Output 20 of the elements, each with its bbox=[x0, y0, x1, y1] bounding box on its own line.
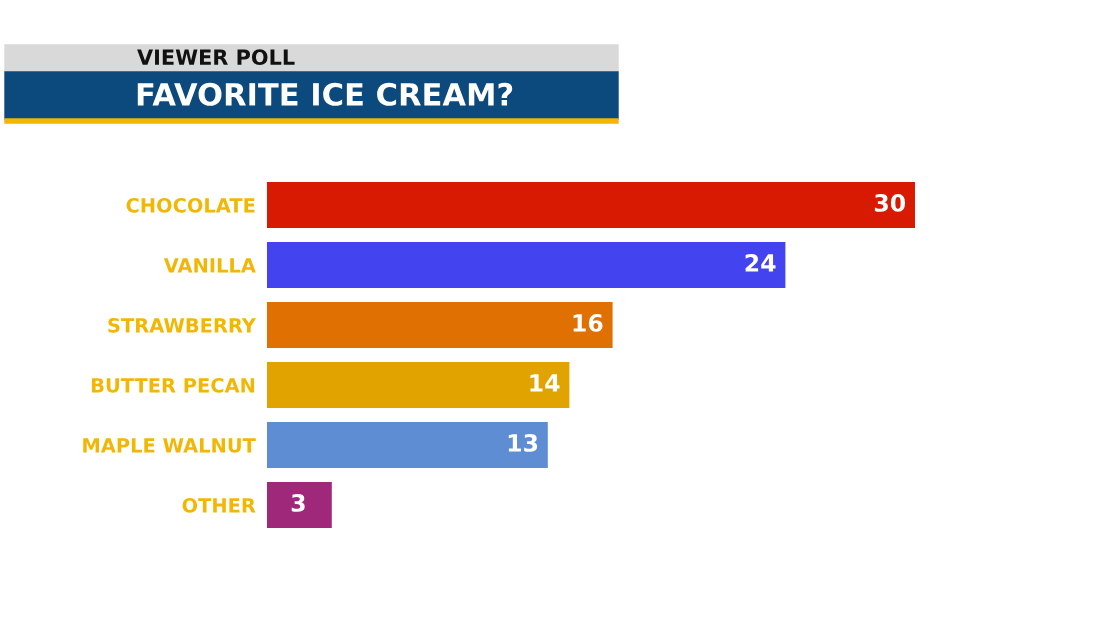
bar bbox=[267, 361, 570, 409]
y-tick-label: BUTTER PECAN bbox=[91, 377, 255, 393]
bar bbox=[267, 241, 786, 289]
data-label: 16 bbox=[573, 314, 603, 332]
data-label: 13 bbox=[508, 433, 538, 452]
bar bbox=[267, 181, 915, 229]
y-tick-label: CHOCOLATE bbox=[126, 197, 255, 213]
y-tick-label: OTHER bbox=[182, 497, 256, 513]
bar bbox=[267, 421, 548, 469]
bar bbox=[267, 301, 613, 349]
y-tick-label: STRAWBERRY bbox=[108, 317, 257, 333]
y-tick-label: VANILLA bbox=[163, 258, 256, 273]
chart-title: FAVORITE ICE CREAM? bbox=[137, 82, 513, 106]
y-tick-label: MAPLE WALNUT bbox=[83, 438, 256, 453]
data-label: 14 bbox=[530, 374, 560, 392]
data-label: 3 bbox=[291, 493, 305, 512]
chart-subtitle: VIEWER POLL bbox=[137, 49, 295, 66]
bar bbox=[267, 481, 332, 529]
data-label: 24 bbox=[745, 253, 776, 272]
data-label: 30 bbox=[874, 193, 906, 212]
